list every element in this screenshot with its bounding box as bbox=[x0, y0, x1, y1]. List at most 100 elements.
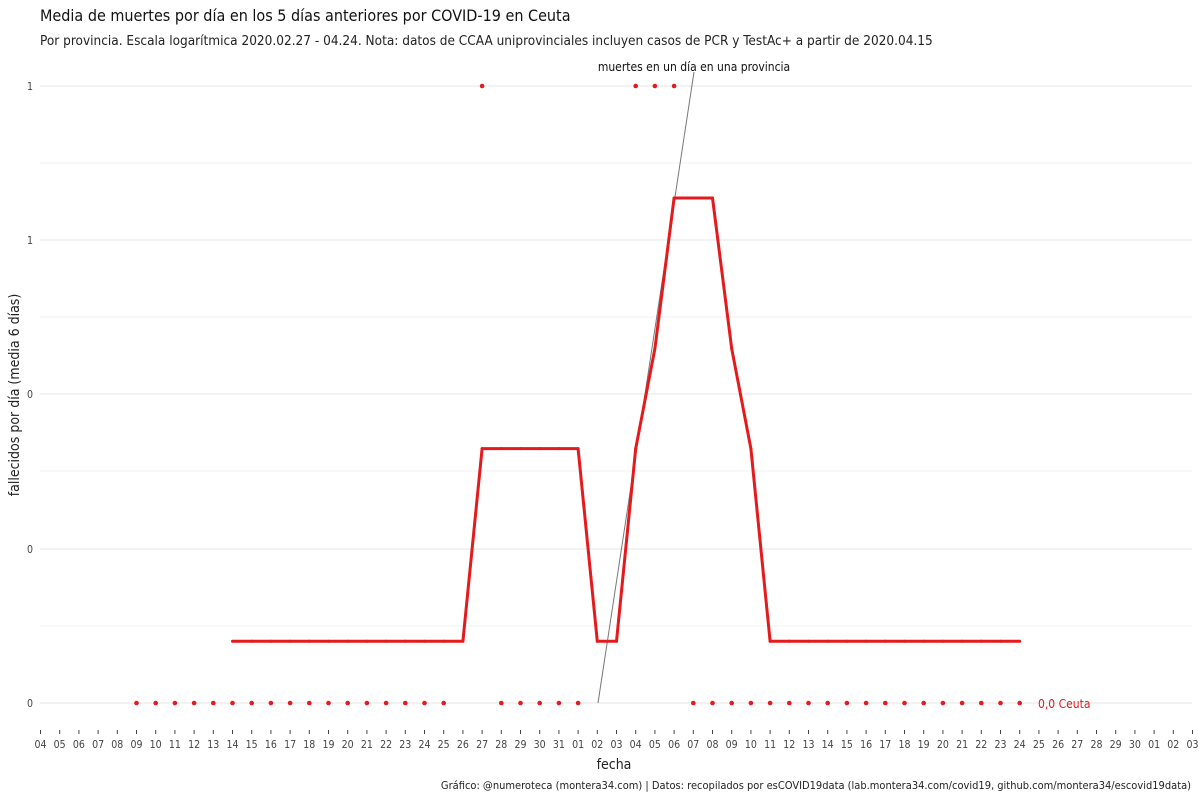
series-point bbox=[845, 639, 849, 643]
series-point bbox=[903, 639, 906, 643]
daily-death-point bbox=[499, 700, 504, 706]
x-tick-label: 01 bbox=[1148, 739, 1160, 751]
daily-death-point bbox=[998, 700, 1003, 706]
series-point bbox=[711, 196, 714, 200]
x-tick-label: 07 bbox=[92, 739, 104, 751]
daily-death-point bbox=[441, 700, 447, 706]
series-point bbox=[499, 447, 503, 451]
x-tick-label: 06 bbox=[668, 739, 680, 751]
series-point bbox=[231, 639, 234, 643]
x-tick-label: 12 bbox=[783, 739, 795, 751]
x-tick-label: 11 bbox=[764, 739, 776, 751]
x-tick-label: 23 bbox=[994, 739, 1006, 751]
daily-death-point bbox=[345, 700, 351, 706]
daily-death-point bbox=[518, 700, 523, 706]
daily-death-point bbox=[940, 700, 946, 706]
x-tick-label: 12 bbox=[188, 739, 200, 751]
x-tick-label: 08 bbox=[706, 739, 718, 751]
x-tick-label: 24 bbox=[418, 739, 430, 751]
daily-death-point bbox=[326, 700, 331, 706]
daily-death-point bbox=[364, 700, 370, 706]
y-axis-title: fallecidos por día (media 6 días) bbox=[7, 294, 23, 497]
y-tick-label: 0 bbox=[27, 389, 33, 401]
series-point bbox=[269, 639, 273, 643]
series-point bbox=[307, 639, 311, 643]
x-tick-label: 05 bbox=[54, 739, 66, 751]
daily-death-point bbox=[767, 700, 773, 706]
x-tick-label: 14 bbox=[822, 739, 834, 751]
x-tick-label: 16 bbox=[265, 739, 277, 751]
x-tick-label: 20 bbox=[342, 739, 354, 751]
y-tick-label: 1 bbox=[27, 81, 33, 93]
chart-caption: Gráfico: @numeroteca (montera34.com) | D… bbox=[441, 779, 1191, 792]
daily-death-point bbox=[710, 700, 715, 706]
x-tick-label: 19 bbox=[322, 739, 334, 751]
daily-death-point bbox=[403, 700, 408, 706]
series-point bbox=[557, 447, 561, 451]
daily-deaths-points bbox=[134, 83, 1022, 706]
daily-death-point bbox=[191, 700, 197, 706]
x-tick-label: 04 bbox=[630, 739, 642, 751]
x-tick-label: 02 bbox=[591, 739, 603, 751]
series-point bbox=[864, 639, 868, 643]
series-point bbox=[749, 447, 753, 451]
x-tick-label: 26 bbox=[457, 739, 469, 751]
x-tick-label: 03 bbox=[610, 739, 622, 751]
x-tick-label: 14 bbox=[226, 739, 238, 751]
x-tick-label: 17 bbox=[879, 739, 891, 751]
series-point bbox=[250, 639, 254, 643]
chart-subtitle: Por provincia. Escala logarítmica 2020.0… bbox=[40, 33, 933, 49]
series-point bbox=[941, 639, 945, 643]
x-tick-label: 15 bbox=[841, 739, 853, 751]
series-point bbox=[691, 196, 695, 200]
x-tick-label: 26 bbox=[1052, 739, 1064, 751]
series-point bbox=[595, 639, 599, 643]
chart-title: Media de muertes por día en los 5 días a… bbox=[40, 6, 571, 25]
series-point bbox=[480, 447, 484, 451]
gridlines bbox=[40, 85, 1192, 704]
x-tick-label: 27 bbox=[1071, 739, 1083, 751]
x-tick-label: 15 bbox=[246, 739, 258, 751]
series-point bbox=[461, 639, 465, 643]
daily-death-point bbox=[479, 83, 485, 89]
x-tick-label: 02 bbox=[1167, 739, 1179, 751]
daily-death-point bbox=[691, 700, 696, 706]
daily-death-point bbox=[652, 83, 658, 89]
series-point bbox=[672, 196, 676, 200]
series-ceuta bbox=[231, 196, 1022, 643]
x-tick-label: 06 bbox=[73, 739, 85, 751]
daily-death-point bbox=[211, 700, 216, 706]
x-tick-label: 09 bbox=[130, 739, 142, 751]
series-point bbox=[442, 639, 446, 643]
series-point bbox=[1018, 639, 1022, 643]
x-tick-label: 21 bbox=[956, 739, 968, 751]
x-tick-label: 16 bbox=[860, 739, 872, 751]
daily-death-point bbox=[959, 700, 965, 706]
daily-death-point bbox=[134, 700, 139, 706]
x-axis-title: fecha bbox=[597, 757, 632, 773]
series-point bbox=[826, 639, 830, 643]
x-tick-label: 13 bbox=[207, 739, 219, 751]
x-tick-label: 18 bbox=[898, 739, 910, 751]
series-point bbox=[384, 639, 388, 643]
series-point bbox=[999, 639, 1002, 643]
x-tick-label: 27 bbox=[476, 739, 488, 751]
x-tick-label: 07 bbox=[687, 739, 699, 751]
x-tick-label: 25 bbox=[1033, 739, 1045, 751]
series-point bbox=[730, 347, 734, 351]
x-tick-label: 04 bbox=[34, 739, 46, 751]
y-tick-label: 0 bbox=[27, 698, 33, 710]
daily-death-point bbox=[268, 700, 274, 706]
daily-death-point bbox=[844, 700, 850, 706]
series-point bbox=[979, 639, 983, 643]
x-tick-label: 17 bbox=[284, 739, 296, 751]
series-point bbox=[634, 447, 638, 451]
daily-death-point bbox=[633, 83, 638, 89]
x-tick-label: 19 bbox=[918, 739, 930, 751]
daily-death-point bbox=[537, 700, 542, 706]
series-point bbox=[922, 639, 926, 643]
series-point bbox=[538, 447, 542, 451]
x-tick-label: 28 bbox=[1090, 739, 1102, 751]
daily-death-point bbox=[383, 700, 389, 706]
